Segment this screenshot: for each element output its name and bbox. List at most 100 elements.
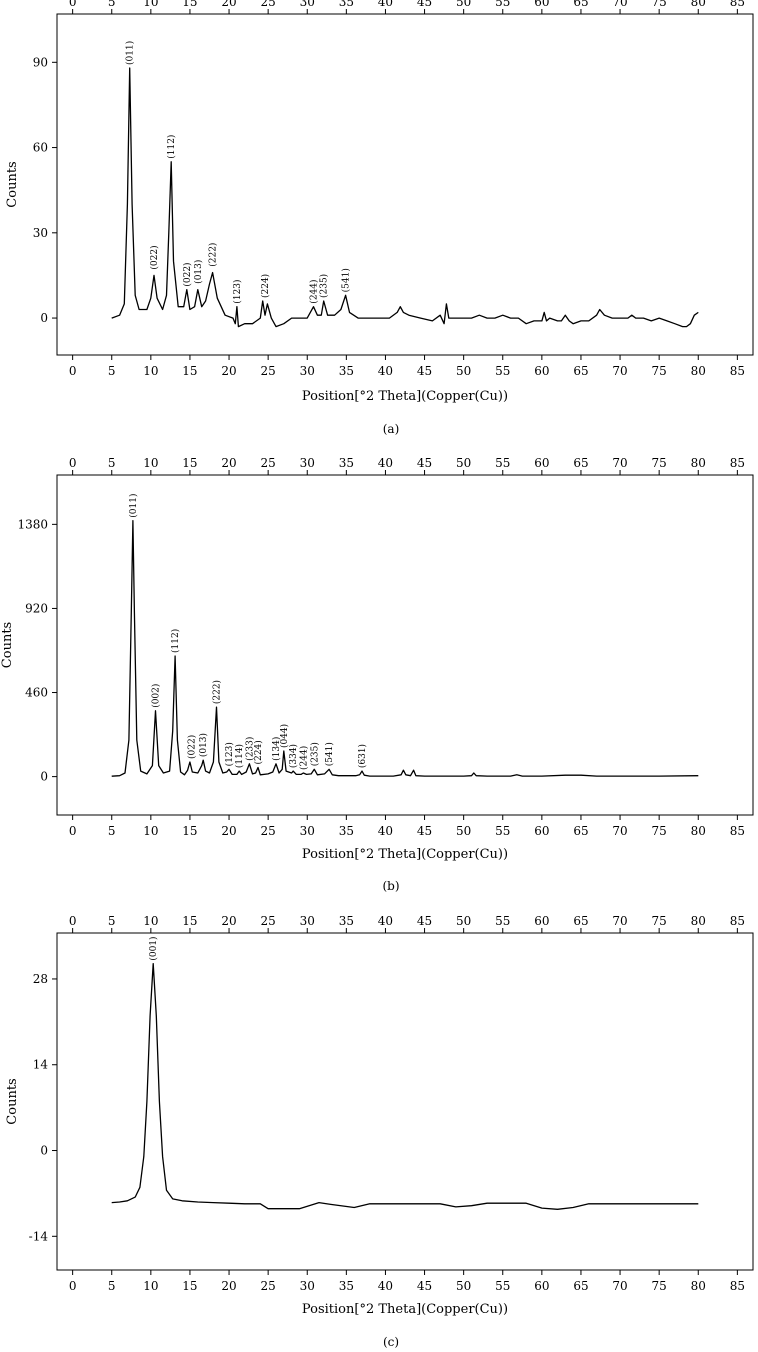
peak-label: (224) xyxy=(253,740,264,764)
x-top-tick-label: 85 xyxy=(730,0,745,9)
x-tick-label: 20 xyxy=(221,364,236,378)
x-top-tick-label: 75 xyxy=(652,0,667,9)
x-tick-label: 50 xyxy=(456,824,471,838)
x-top-tick-label: 0 xyxy=(69,0,77,9)
x-top-tick-label: 85 xyxy=(730,914,745,928)
x-top-tick-label: 15 xyxy=(182,456,197,470)
x-top-tick-label: 60 xyxy=(534,0,549,9)
y-tick-label: 460 xyxy=(25,686,48,700)
x-tick-label: 15 xyxy=(182,1279,197,1293)
x-top-tick-label: 70 xyxy=(612,456,627,470)
x-tick-label: 25 xyxy=(261,824,276,838)
peak-label: (541) xyxy=(341,268,352,292)
x-top-tick-label: 50 xyxy=(456,456,471,470)
x-tick-label: 45 xyxy=(417,824,432,838)
x-tick-label: 55 xyxy=(495,364,510,378)
x-top-tick-label: 15 xyxy=(182,914,197,928)
x-tick-label: 65 xyxy=(573,824,588,838)
x-tick-label: 30 xyxy=(300,824,315,838)
x-tick-label: 50 xyxy=(456,1279,471,1293)
peak-label: (002) xyxy=(151,684,162,708)
x-tick-label: 10 xyxy=(143,824,158,838)
x-top-tick-label: 50 xyxy=(456,914,471,928)
x-top-tick-label: 75 xyxy=(652,456,667,470)
x-tick-label: 50 xyxy=(456,364,471,378)
peak-label: (011) xyxy=(125,41,136,65)
x-tick-label: 0 xyxy=(69,364,77,378)
x-top-tick-label: 30 xyxy=(300,0,315,9)
x-axis-label: Position[°2 Theta](Copper(Cu)) xyxy=(302,389,508,404)
x-top-tick-label: 70 xyxy=(612,914,627,928)
x-tick-label: 0 xyxy=(69,824,77,838)
x-tick-label: 75 xyxy=(652,1279,667,1293)
peak-label: (233) xyxy=(244,737,255,761)
chart-panel-b: 0055101015152020252530303535404045455050… xyxy=(0,456,754,893)
x-tick-label: 75 xyxy=(652,364,667,378)
x-tick-label: 55 xyxy=(495,1279,510,1293)
x-top-tick-label: 20 xyxy=(221,0,236,9)
x-top-tick-label: 20 xyxy=(221,914,236,928)
peak-label: (224) xyxy=(260,274,271,298)
x-top-tick-label: 40 xyxy=(378,0,393,9)
x-top-tick-label: 25 xyxy=(261,456,276,470)
x-top-tick-label: 30 xyxy=(300,914,315,928)
peak-label: (013) xyxy=(198,733,209,757)
plot-frame xyxy=(56,13,754,356)
x-top-tick-label: 80 xyxy=(691,0,706,9)
x-tick-label: 65 xyxy=(573,1279,588,1293)
panel-caption: (c) xyxy=(383,1335,399,1349)
x-tick-label: 15 xyxy=(182,824,197,838)
x-top-tick-label: 55 xyxy=(495,456,510,470)
peak-label: (334) xyxy=(288,744,299,768)
x-top-tick-label: 25 xyxy=(261,0,276,9)
x-top-tick-label: 30 xyxy=(300,456,315,470)
x-tick-label: 40 xyxy=(378,824,393,838)
x-top-tick-label: 40 xyxy=(378,456,393,470)
peak-label: (235) xyxy=(319,274,330,298)
x-top-tick-label: 15 xyxy=(182,0,197,9)
x-top-tick-label: 55 xyxy=(495,0,510,9)
peak-label: (222) xyxy=(212,680,223,704)
x-axis-label: Position[°2 Theta](Copper(Cu)) xyxy=(302,847,508,862)
x-top-tick-label: 75 xyxy=(652,914,667,928)
peak-label: (011) xyxy=(128,493,139,517)
peak-label: (235) xyxy=(309,742,320,766)
x-top-tick-label: 5 xyxy=(108,914,116,928)
x-tick-label: 30 xyxy=(300,1279,315,1293)
peak-label: (044) xyxy=(279,724,290,748)
x-tick-label: 55 xyxy=(495,824,510,838)
panel-caption: (a) xyxy=(383,422,400,436)
x-tick-label: 85 xyxy=(730,1279,745,1293)
plot-frame xyxy=(56,474,754,816)
y-tick-label: 90 xyxy=(33,55,48,69)
x-top-tick-label: 65 xyxy=(573,914,588,928)
x-top-tick-label: 35 xyxy=(339,914,354,928)
x-top-tick-label: 5 xyxy=(108,456,116,470)
y-axis-label: Counts xyxy=(0,622,15,668)
x-top-tick-label: 50 xyxy=(456,0,471,9)
peak-label: (631) xyxy=(357,744,368,768)
x-top-tick-label: 70 xyxy=(612,0,627,9)
x-tick-label: 45 xyxy=(417,364,432,378)
x-tick-label: 80 xyxy=(691,824,706,838)
x-top-tick-label: 60 xyxy=(534,456,549,470)
x-tick-label: 20 xyxy=(221,1279,236,1293)
peak-label: (013) xyxy=(193,260,204,284)
x-top-tick-label: 80 xyxy=(691,914,706,928)
y-tick-label: 1380 xyxy=(17,517,48,531)
x-top-tick-label: 60 xyxy=(534,914,549,928)
peak-label: (134) xyxy=(271,737,282,761)
diffraction-trace xyxy=(111,520,699,777)
x-tick-label: 40 xyxy=(378,364,393,378)
x-tick-label: 60 xyxy=(534,824,549,838)
x-tick-label: 65 xyxy=(573,364,588,378)
plot-frame xyxy=(56,932,754,1271)
x-tick-label: 20 xyxy=(221,824,236,838)
x-top-tick-label: 65 xyxy=(573,0,588,9)
x-tick-label: 85 xyxy=(730,364,745,378)
x-top-tick-label: 65 xyxy=(573,456,588,470)
chart-panel-a: 0055101015152020252530303535404045455050… xyxy=(5,0,754,436)
x-top-tick-label: 35 xyxy=(339,456,354,470)
x-tick-label: 10 xyxy=(143,1279,158,1293)
peak-label: (112) xyxy=(166,135,177,159)
